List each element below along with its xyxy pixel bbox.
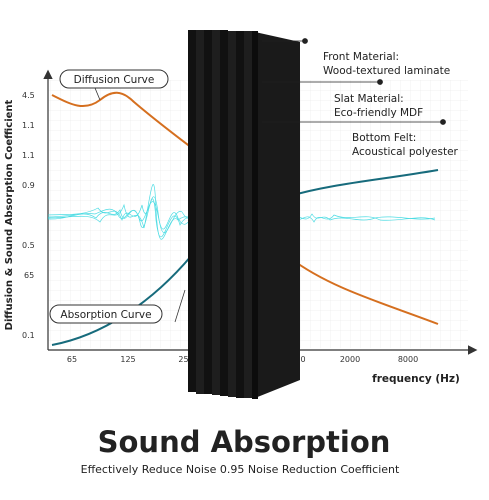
- x-axis-label: frequency (Hz): [372, 373, 460, 385]
- y-label: 0.9: [22, 181, 35, 190]
- y-labels: 4.5 1.1 1.1 0.9 0.5 65 0.1: [22, 91, 35, 340]
- x-label: 65: [67, 355, 77, 364]
- leader: [174, 289, 186, 323]
- subtitle: Effectively Reduce Noise 0.95 Noise Redu…: [81, 463, 400, 476]
- callout-text: Acoustical polyester: [352, 146, 459, 158]
- diffusion-curve: [51, 91, 193, 149]
- diffusion-label: Diffusion Curve: [74, 74, 155, 86]
- y-label: 0.1: [22, 331, 35, 340]
- diffusion-curve: [289, 257, 439, 325]
- callout-text: Eco-friendly MDF: [334, 107, 423, 119]
- x-label: 250: [178, 355, 193, 364]
- callout-lines: [262, 38, 446, 125]
- x-label: 8000: [398, 355, 418, 364]
- callout-text: Wood-textured laminate: [323, 65, 450, 77]
- y-label: 0.5: [22, 241, 35, 250]
- y-label: 65: [24, 271, 34, 280]
- callout-heading: Slat Material:: [334, 93, 404, 105]
- absorption-tag: [49, 304, 163, 324]
- diffusion-tag: [59, 69, 169, 89]
- y-label: 1.1: [22, 151, 35, 160]
- title: Sound Absorption: [98, 425, 391, 459]
- y-label: 4.5: [22, 91, 35, 100]
- absorption-label: Absorption Curve: [60, 309, 151, 321]
- leader: [94, 87, 101, 101]
- y-label: 1.1: [22, 121, 35, 130]
- x-label: 2000: [340, 355, 360, 364]
- absorption-curve: [289, 169, 439, 197]
- y-axis-label: Diffusion & Sound Absorption Coefficient: [4, 99, 15, 330]
- panel: [188, 30, 300, 399]
- callout-heading: Bottom Felt:: [352, 132, 416, 144]
- callout-heading: Front Material:: [323, 51, 399, 63]
- wave: [47, 184, 436, 240]
- x-label: 125: [120, 355, 135, 364]
